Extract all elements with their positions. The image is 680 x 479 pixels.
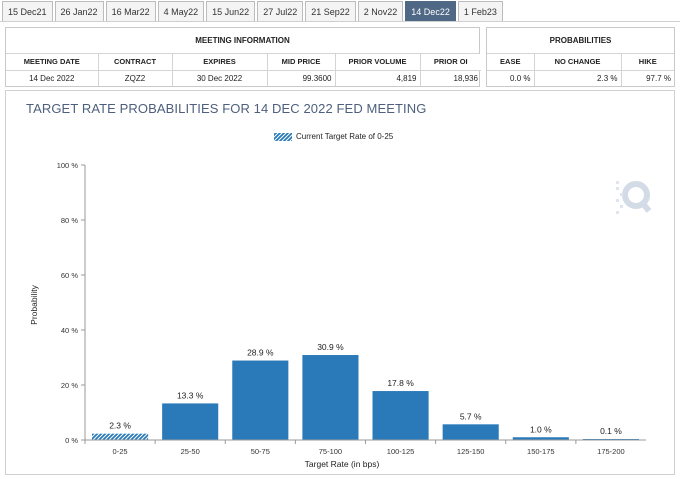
x-tick-label: 0-25 — [113, 447, 128, 456]
hike-value: 97.7 % — [646, 73, 671, 83]
x-tick-label: 25-50 — [181, 447, 200, 456]
header-prior-oi: PRIOR OI — [420, 54, 481, 71]
x-tick-label: 175-200 — [597, 447, 625, 456]
y-tick-label: 100 % — [57, 161, 79, 170]
table-row: 14 Dec 2022 ZQZ2 30 Dec 2022 99.3600 4,8… — [6, 70, 481, 86]
tab-16-mar22[interactable]: 16 Mar22 — [105, 1, 156, 21]
meeting-information-table: MEETING DATE CONTRACT EXPIRES MID PRICE … — [6, 54, 481, 86]
chart-legend: Current Target Rate of 0-25 — [274, 132, 393, 141]
meeting-information-header-row: MEETING DATE CONTRACT EXPIRES MID PRICE … — [6, 54, 481, 71]
tab-2-nov22[interactable]: 2 Nov22 — [357, 1, 404, 21]
meeting-date-value: 14 Dec 2022 — [6, 70, 99, 86]
header-ease: EASE — [487, 54, 535, 71]
tab-21-sep22[interactable]: 21 Sep22 — [305, 1, 356, 21]
bar-value-label: 5.7 % — [460, 411, 482, 421]
target-rate-bar-chart: 0 % 20 % 40 % 60 % 80 % 100 % 2.3 % 13.3 % 28.9… — [29, 161, 646, 469]
y-axis-label: Probability — [29, 284, 39, 324]
current-rate-bar — [92, 433, 149, 440]
bar-value-label: 17.8 % — [387, 378, 414, 388]
y-axis: 0 % 20 % 40 % 60 % 80 % 100 % — [57, 161, 86, 445]
mid-price-value: 99.3600 — [267, 70, 336, 86]
probabilities-table: EASE NO CHANGE HIKE 0.0 % 2.3 % 97.7 % — [487, 54, 674, 86]
probabilities-title: PROBABILITIES — [487, 28, 674, 54]
header-contract: CONTRACT — [98, 54, 173, 71]
bar-value-label: 0.1 % — [600, 426, 622, 436]
x-axis: 0-25 25-50 50-75 75-100 100-125 125-150 150-17… — [84, 439, 646, 456]
meeting-information-panel: MEETING INFORMATION MEETING DATE CONTRAC… — [5, 27, 481, 87]
y-tick-label: 80 % — [61, 216, 78, 225]
y-tick-label: 20 % — [61, 381, 78, 390]
tab-14-dec22[interactable]: 14 Dec22 — [405, 1, 456, 21]
y-tick-label: 40 % — [61, 326, 78, 335]
bar — [442, 424, 499, 440]
prior-oi-value: 18,936 — [453, 73, 478, 83]
header-meeting-date: MEETING DATE — [6, 54, 99, 71]
bar — [372, 391, 429, 440]
x-tick-label: 150-175 — [527, 447, 555, 456]
tab-1-feb23[interactable]: 1 Feb23 — [457, 1, 503, 21]
legend-swatch — [274, 132, 292, 141]
prior-volume-value: 4,819 — [335, 70, 421, 86]
tab-15-dec21[interactable]: 15 Dec21 — [2, 1, 53, 21]
bar-value-label: 13.3 % — [177, 390, 204, 400]
chart-panel: TARGET RATE PROBABILITIES FOR 14 DEC 202… — [5, 90, 675, 475]
y-tick-label: 0 % — [65, 436, 78, 445]
contract-value: ZQZ2 — [98, 70, 173, 86]
legend-label: Current Target Rate of 0-25 — [296, 132, 394, 141]
header-no-change: NO CHANGE — [534, 54, 622, 71]
bar — [232, 360, 289, 440]
bar-value-label: 30.9 % — [317, 342, 344, 352]
y-tick-label: 60 % — [61, 271, 78, 280]
meeting-date-tabs: 15 Dec21 26 Jan22 16 Mar22 4 May22 15 Jun22 2… — [0, 0, 680, 22]
chart-title: TARGET RATE PROBABILITIES FOR 14 DEC 202… — [26, 101, 427, 116]
x-tick-label: 50-75 — [251, 447, 270, 456]
header-expires: EXPIRES — [172, 54, 268, 71]
x-tick-label: 125-150 — [457, 447, 485, 456]
expires-value: 30 Dec 2022 — [172, 70, 268, 86]
bar — [302, 355, 359, 440]
x-tick-label: 100-125 — [387, 447, 415, 456]
bars: 2.3 % 13.3 % 28.9 % 30.9 % 17.8 % 5.7 % 1.0 % 0… — [92, 342, 639, 440]
probabilities-header-row: EASE NO CHANGE HIKE — [487, 54, 674, 71]
bar — [162, 403, 219, 440]
bar — [512, 437, 569, 440]
bar-value-label: 2.3 % — [109, 421, 131, 431]
x-axis-label: Target Rate (in bps) — [305, 459, 380, 469]
x-tick-label: 75-100 — [319, 447, 342, 456]
bar-value-label: 28.9 % — [247, 348, 274, 358]
cme-q-logo-icon — [616, 181, 652, 214]
tab-4-may22[interactable]: 4 May22 — [157, 1, 205, 21]
header-hike: HIKE — [621, 54, 674, 71]
tab-26-jan22[interactable]: 26 Jan22 — [54, 1, 104, 21]
no-change-value: 2.3 % — [534, 70, 622, 86]
header-prior-volume: PRIOR VOLUME — [335, 54, 421, 71]
meeting-information-title: MEETING INFORMATION — [6, 28, 479, 54]
tab-27-jul22[interactable]: 27 Jul22 — [257, 1, 304, 21]
bar-value-label: 1.0 % — [530, 424, 552, 434]
table-row: 0.0 % 2.3 % 97.7 % — [487, 70, 674, 86]
ease-value: 0.0 % — [487, 70, 535, 86]
tab-15-jun22[interactable]: 15 Jun22 — [206, 1, 256, 21]
probabilities-panel: PROBABILITIES EASE NO CHANGE HIKE 0.0 % … — [486, 27, 675, 87]
header-mid-price: MID PRICE — [267, 54, 336, 71]
